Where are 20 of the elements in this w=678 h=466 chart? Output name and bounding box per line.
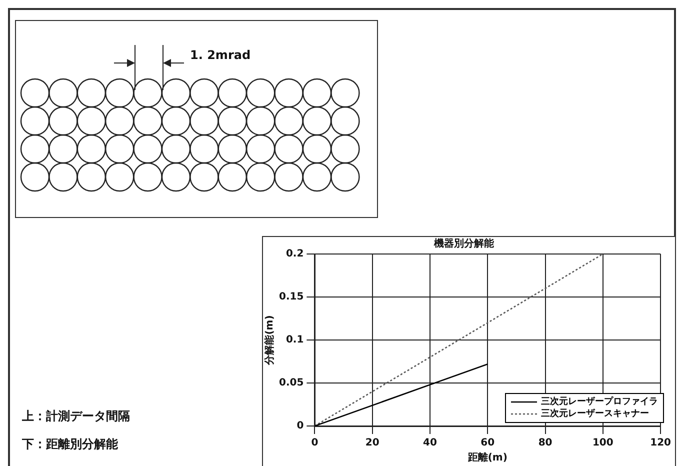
- x-tick-label: 100: [592, 438, 614, 449]
- x-tick-label: 80: [538, 438, 552, 449]
- x-axis-title: 距離(m): [466, 452, 508, 464]
- text: 下：距離別分解能: [22, 436, 118, 453]
- text: 上：計測データ間隔: [22, 408, 130, 425]
- y-tick-label: 0: [296, 420, 304, 432]
- legend-label: 三次元レーザースキャナー: [541, 408, 649, 420]
- x-tick-label: 20: [365, 438, 380, 449]
- x-tick-label: 60: [480, 438, 495, 449]
- x-tick-label: 40: [423, 438, 437, 449]
- y-tick-label: 0.05: [278, 378, 304, 389]
- legend-label: 三次元レーザープロファイラ: [541, 396, 658, 408]
- x-tick-label: 0: [311, 438, 318, 449]
- y-tick-label: 0.1: [286, 334, 304, 346]
- text: 1. 2mrad: [190, 48, 251, 62]
- y-tick-label: 0.15: [278, 292, 304, 303]
- x-tick-label: 120: [650, 438, 672, 449]
- y-axis-title: 分解能(m): [264, 315, 276, 366]
- y-tick-label: 0.2: [286, 248, 304, 260]
- chart-title: 機器別分解能: [433, 238, 495, 250]
